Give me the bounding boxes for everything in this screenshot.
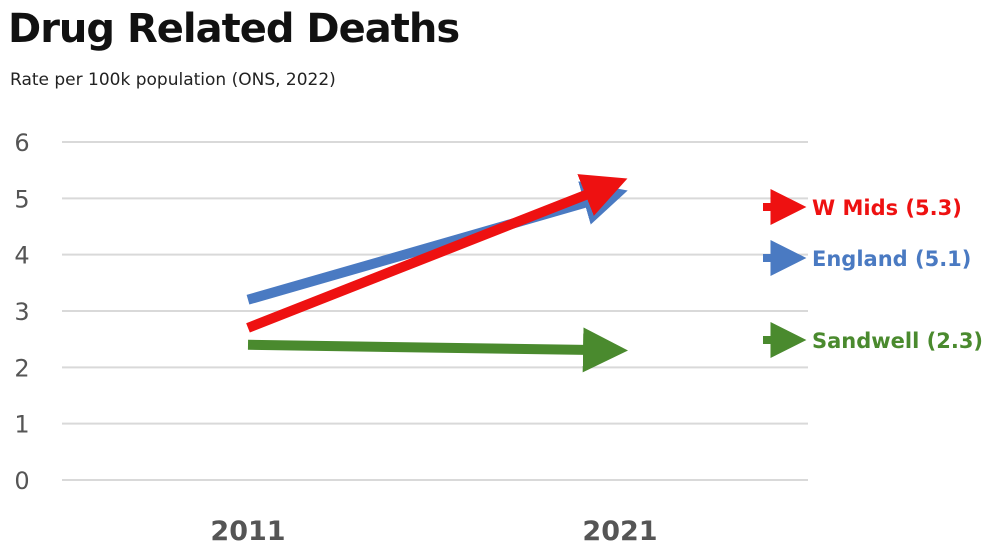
y-tick-label-5: 5 bbox=[14, 185, 29, 213]
legend-item-england: England (5.1) bbox=[763, 240, 971, 276]
y-tick-label-6: 6 bbox=[14, 129, 29, 157]
y-tick-label-4: 4 bbox=[14, 242, 29, 270]
y-tick-label-3: 3 bbox=[14, 298, 29, 326]
chart-subtitle: Rate per 100k population (ONS, 2022) bbox=[10, 70, 336, 90]
y-tick-label-0: 0 bbox=[14, 467, 29, 495]
chart-title: Drug Related Deaths bbox=[8, 6, 460, 52]
legend-label-wmids: W Mids (5.3) bbox=[812, 196, 962, 220]
series-line-sandwell bbox=[247, 327, 628, 373]
x-tick-label-2011: 2011 bbox=[210, 516, 285, 547]
series-line-wmids bbox=[246, 174, 628, 333]
y-tick-label-2: 2 bbox=[14, 354, 29, 382]
legend-item-wmids: W Mids (5.3) bbox=[763, 189, 962, 225]
legend-label-england: England (5.1) bbox=[812, 247, 971, 271]
y-tick-label-1: 1 bbox=[14, 411, 29, 439]
legend-label-sandwell: Sandwell (2.3) bbox=[812, 329, 983, 353]
legend-item-sandwell: Sandwell (2.3) bbox=[763, 322, 983, 358]
x-tick-label-2021: 2021 bbox=[582, 516, 657, 547]
